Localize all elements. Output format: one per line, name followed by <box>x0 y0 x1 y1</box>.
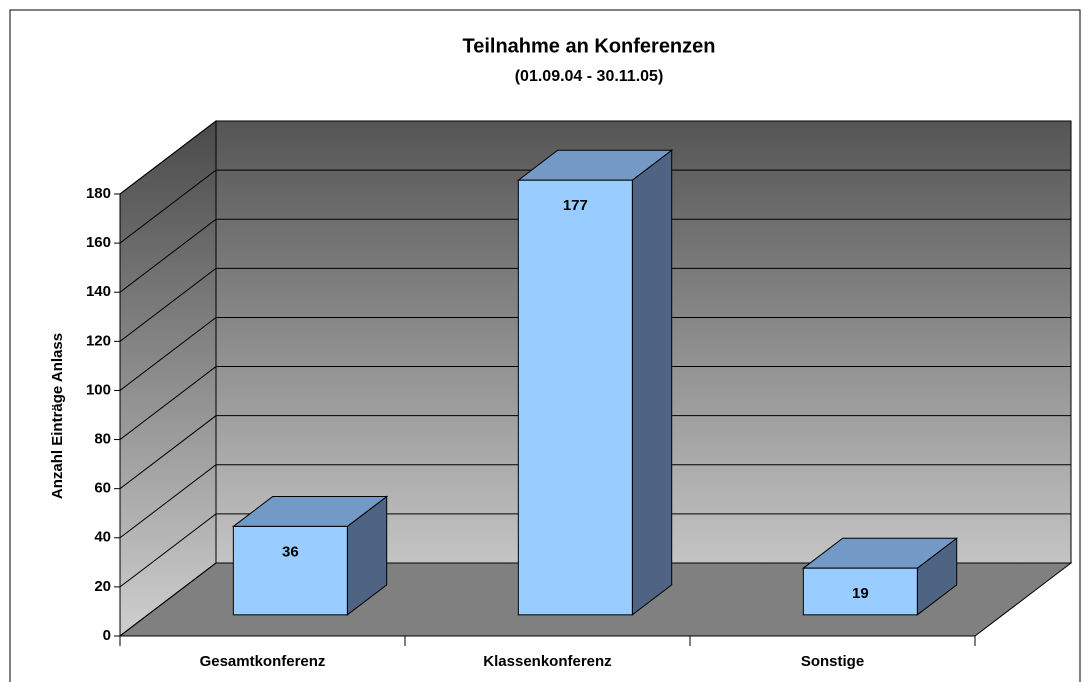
y-tick-label: 20 <box>94 578 111 595</box>
grid-line <box>119 464 1071 539</box>
grid-line <box>119 267 1071 342</box>
y-tick-label: 60 <box>94 480 111 497</box>
y-axis-label: Anzahl Einträge Anlass <box>49 333 66 499</box>
bar <box>231 495 389 616</box>
chart-title: Teilnahme an Konferenzen <box>462 35 715 57</box>
bar <box>801 537 959 616</box>
y-tick-label: 0 <box>103 627 111 644</box>
bar-side <box>631 149 673 616</box>
y-tick-label: 80 <box>94 431 111 448</box>
side-wall <box>119 119 217 638</box>
y-tick-label: 120 <box>86 332 111 349</box>
y-tick-label: 140 <box>86 283 111 300</box>
plot-area <box>114 119 1073 646</box>
bar <box>516 149 674 616</box>
data-label: 19 <box>852 585 869 602</box>
grid-line <box>119 316 1071 391</box>
bar-front <box>517 179 633 616</box>
grid-line <box>119 562 1071 637</box>
grid-line <box>119 120 1071 195</box>
bar-front <box>802 567 918 616</box>
grid-line <box>119 415 1071 490</box>
grid-line <box>119 366 1071 440</box>
grid-line <box>119 513 1071 588</box>
bar-front <box>232 525 348 616</box>
grid-line <box>119 169 1071 244</box>
grid-line <box>119 218 1071 293</box>
y-tick-label: 40 <box>94 529 111 546</box>
data-label: 36 <box>282 543 299 560</box>
x-tick-label: Sonstige <box>801 653 864 670</box>
x-tick-label: Gesamtkonferenz <box>200 653 326 670</box>
x-tick-label: Klassenkonferenz <box>483 653 611 670</box>
chart-subtitle: (01.09.04 - 30.11.05) <box>515 68 664 85</box>
y-tick-label: 180 <box>86 185 111 202</box>
y-tick-label: 100 <box>86 381 111 398</box>
data-label: 177 <box>563 197 588 214</box>
y-tick-label: 160 <box>86 234 111 251</box>
